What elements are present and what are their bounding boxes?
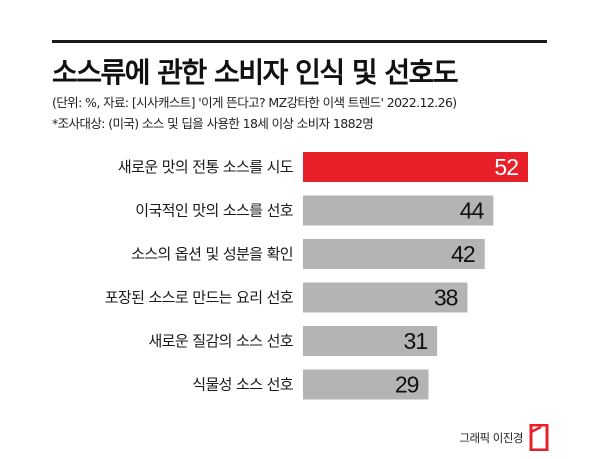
bar: [303, 326, 438, 356]
chart-title: 소스류에 관한 소비자 인식 및 선호도: [52, 56, 459, 89]
category-label: 이국적인 맛의 소스를 선호: [135, 202, 294, 220]
category-label: 포장된 소스로 만드는 요리 선호: [105, 289, 294, 307]
value-label: 52: [494, 154, 518, 180]
category-label: 식물성 소스 선호: [192, 376, 294, 394]
value-label: 29: [395, 372, 419, 398]
graphic-credit: 그래픽 이진경: [459, 431, 523, 445]
publisher-logo-icon: [529, 424, 549, 451]
bar: [303, 282, 468, 313]
survey-note: *조사대상: (미국) 소스 및 딥을 사용한 18세 이상 소비자 1882명: [52, 116, 374, 131]
value-label: 38: [434, 285, 458, 311]
category-label: 새로운 맛의 전통 소스를 시도: [118, 158, 294, 176]
value-label: 44: [460, 198, 485, 224]
value-label: 31: [404, 328, 428, 354]
bar: [303, 239, 485, 269]
category-label: 소스의 옵션 및 성분을 확인: [131, 245, 293, 263]
title-rule: [52, 40, 547, 43]
bar: [303, 369, 429, 400]
category-label: 새로운 질감의 소스 선호: [148, 332, 293, 350]
source-note: (단위: %, 자료: [시사캐스트] '이게 뜬다고? MZ강타한 이색 트렌…: [52, 95, 457, 110]
value-label: 42: [451, 241, 475, 267]
bar: [303, 152, 528, 182]
bar: [303, 195, 494, 226]
